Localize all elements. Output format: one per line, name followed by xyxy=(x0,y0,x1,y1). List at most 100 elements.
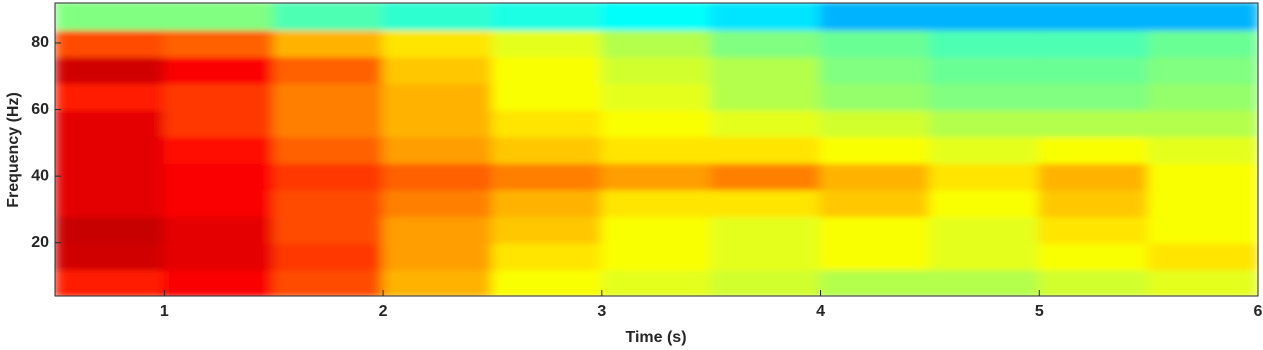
heatmap-cell xyxy=(382,28,494,58)
heatmap-cell xyxy=(491,215,603,244)
heatmap-cell xyxy=(491,268,603,296)
heatmap xyxy=(55,3,1258,296)
heatmap-cell xyxy=(819,188,931,218)
heatmap-cell xyxy=(55,268,166,296)
heatmap-cell xyxy=(819,55,931,84)
x-tick-label: 5 xyxy=(1035,303,1044,320)
heatmap-cell xyxy=(1038,55,1150,84)
heatmap-cell xyxy=(1147,241,1258,271)
heatmap-cell xyxy=(710,161,822,191)
heatmap-cell xyxy=(1147,215,1258,244)
heatmap-cell xyxy=(272,81,385,111)
heatmap-cell xyxy=(1147,28,1258,58)
heatmap-cell xyxy=(163,3,275,31)
heatmap-cell xyxy=(382,3,494,31)
heatmap-cell xyxy=(272,241,385,271)
heatmap-cell xyxy=(55,161,166,191)
heatmap-cell xyxy=(928,135,1041,164)
heatmap-cell xyxy=(710,108,822,138)
heatmap-cell xyxy=(1147,55,1258,84)
heatmap-cell xyxy=(928,28,1041,58)
heatmap-cell xyxy=(55,108,166,138)
heatmap-cell xyxy=(819,268,931,296)
heatmap-cell xyxy=(928,241,1041,271)
heatmap-cell xyxy=(382,55,494,84)
x-tick-label: 4 xyxy=(816,303,825,320)
heatmap-cell xyxy=(491,3,603,31)
heatmap-cell xyxy=(600,81,713,111)
heatmap-cell xyxy=(819,215,931,244)
heatmap-cell xyxy=(272,55,385,84)
heatmap-cell xyxy=(163,135,275,164)
heatmap-cell xyxy=(55,241,166,271)
heatmap-cell xyxy=(1038,268,1150,296)
heatmap-cell xyxy=(1147,3,1258,31)
heatmap-cell xyxy=(1147,161,1258,191)
heatmap-cell xyxy=(1038,81,1150,111)
heatmap-cell xyxy=(382,108,494,138)
heatmap-cell xyxy=(272,215,385,244)
heatmap-cell xyxy=(55,188,166,218)
heatmap-cell xyxy=(710,135,822,164)
heatmap-cell xyxy=(1038,135,1150,164)
heatmap-cell xyxy=(55,3,166,31)
heatmap-cell xyxy=(382,215,494,244)
heatmap-cell xyxy=(710,268,822,296)
heatmap-cell xyxy=(491,81,603,111)
y-tick-label: 40 xyxy=(31,167,49,184)
heatmap-cell xyxy=(819,161,931,191)
heatmap-cell xyxy=(1147,108,1258,138)
heatmap-cell xyxy=(491,188,603,218)
heatmap-cell xyxy=(600,188,713,218)
heatmap-cell xyxy=(163,108,275,138)
x-axis-label: Time (s) xyxy=(625,329,686,346)
heatmap-cell xyxy=(928,81,1041,111)
heatmap-cell xyxy=(600,108,713,138)
heatmap-cell xyxy=(272,161,385,191)
heatmap-cell xyxy=(491,108,603,138)
heatmap-cell xyxy=(272,28,385,58)
x-tick-label: 3 xyxy=(597,303,606,320)
heatmap-cell xyxy=(819,135,931,164)
heatmap-cell xyxy=(600,3,713,31)
heatmap-cell xyxy=(928,108,1041,138)
heatmap-cell xyxy=(819,108,931,138)
y-axis-label: Frequency (Hz) xyxy=(5,92,22,208)
heatmap-cell xyxy=(491,55,603,84)
heatmap-cell xyxy=(1038,215,1150,244)
heatmap-cell xyxy=(491,241,603,271)
heatmap-cell xyxy=(382,268,494,296)
heatmap-cell xyxy=(819,28,931,58)
heatmap-cell xyxy=(600,241,713,271)
heatmap-cell xyxy=(163,28,275,58)
heatmap-cell xyxy=(272,135,385,164)
heatmap-cell xyxy=(928,268,1041,296)
heatmap-cell xyxy=(600,135,713,164)
heatmap-cell xyxy=(55,81,166,111)
heatmap-cell xyxy=(163,81,275,111)
heatmap-cell xyxy=(163,161,275,191)
heatmap-cell xyxy=(491,135,603,164)
heatmap-cell xyxy=(710,55,822,84)
heatmap-cell xyxy=(819,3,931,31)
heatmap-cell xyxy=(819,241,931,271)
x-tick-label: 6 xyxy=(1254,303,1263,320)
heatmap-cell xyxy=(55,28,166,58)
heatmap-cell xyxy=(272,268,385,296)
heatmap-cell xyxy=(600,55,713,84)
heatmap-cell xyxy=(600,215,713,244)
heatmap-cell xyxy=(382,135,494,164)
heatmap-cell xyxy=(819,81,931,111)
heatmap-cell xyxy=(382,161,494,191)
heatmap-cell xyxy=(928,161,1041,191)
heatmap-cell xyxy=(1147,135,1258,164)
heatmap-cell xyxy=(710,81,822,111)
heatmap-cell xyxy=(382,81,494,111)
heatmap-cell xyxy=(1038,28,1150,58)
plot-frame xyxy=(54,2,1259,297)
heatmap-cell xyxy=(163,215,275,244)
heatmap-cell xyxy=(272,3,385,31)
heatmap-cell xyxy=(710,3,822,31)
heatmap-cell xyxy=(600,161,713,191)
